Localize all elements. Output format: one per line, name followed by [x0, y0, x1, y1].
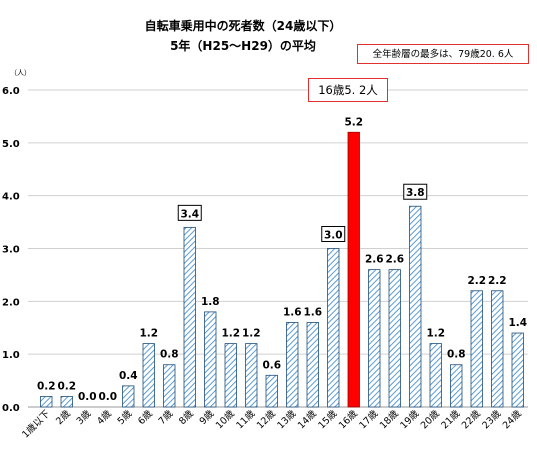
data-label-19: 1.2 — [426, 328, 445, 340]
x-tick-label-7: 8歳 — [176, 407, 196, 427]
bar-21 — [470, 290, 483, 408]
x-tick-label-1: 2歳 — [53, 407, 73, 427]
bar-4 — [122, 385, 135, 408]
x-tick-label-14: 15歳 — [316, 407, 340, 431]
bar-6 — [163, 364, 176, 408]
y-tick-label: 0.0 — [2, 403, 20, 414]
chart-title-line1: 自転車乗用中の死者数（24歳以下） — [145, 18, 342, 33]
bar-18 — [409, 205, 422, 408]
data-label-4: 0.4 — [119, 370, 138, 382]
x-tick-label-9: 10歳 — [213, 407, 237, 431]
x-tick-label-16: 17歳 — [357, 407, 381, 431]
bar-22 — [491, 290, 504, 408]
data-label-8: 1.8 — [201, 296, 220, 308]
data-label-0: 0.2 — [37, 380, 56, 392]
bar-8 — [204, 311, 217, 408]
x-tick-label-21: 22歳 — [459, 407, 483, 431]
x-tick-label-19: 20歳 — [418, 407, 442, 431]
bar-1 — [60, 396, 73, 408]
x-tick-label-2: 3歳 — [74, 407, 94, 427]
x-tick-label-17: 18歳 — [377, 407, 401, 431]
bar-19 — [429, 343, 442, 408]
overall-max-note: 全年齢層の最多は、79歳20. 6人 — [357, 44, 529, 64]
data-label-2: 0.0 — [78, 391, 97, 403]
x-tick-label-5: 6歳 — [135, 407, 155, 427]
x-tick-label-15: 16歳 — [336, 407, 360, 431]
data-label-23: 1.4 — [508, 317, 527, 329]
bar-12 — [286, 322, 299, 408]
data-label-3: 0.0 — [98, 391, 117, 403]
bar-17 — [388, 269, 401, 408]
bar-0 — [40, 396, 53, 408]
x-tick-label-3: 4歳 — [94, 407, 114, 427]
y-tick-label: 3.0 — [2, 245, 20, 256]
data-label-10: 1.2 — [242, 328, 261, 340]
y-tick-label: 1.0 — [2, 350, 20, 361]
data-label-9: 1.2 — [221, 328, 240, 340]
bar-20 — [450, 364, 463, 408]
bar-13 — [306, 322, 319, 408]
data-label-22: 2.2 — [488, 275, 507, 287]
x-tick-label-11: 12歳 — [254, 407, 278, 431]
x-tick-label-18: 19歳 — [398, 407, 422, 431]
bar-14 — [327, 248, 340, 408]
x-tick-label-22: 23歳 — [480, 407, 504, 431]
x-tick-labels: 1歳以下 2歳 3歳 4歳 5歳 6歳 7歳 8歳 9歳10歳11歳12歳13歳14歳15歳16… — [19, 407, 524, 440]
bar-15 — [347, 131, 360, 408]
y-tick-label: 5.0 — [2, 139, 20, 150]
bars — [40, 131, 524, 408]
y-tick-label: 6.0 — [2, 86, 20, 97]
data-label-14: 3.0 — [324, 230, 343, 242]
data-label-11: 0.6 — [262, 359, 281, 371]
grid-lines — [28, 89, 528, 408]
data-label-13: 1.6 — [303, 306, 322, 318]
data-label-16: 2.6 — [365, 254, 384, 266]
x-tick-label-12: 13歳 — [275, 407, 299, 431]
x-tick-label-20: 21歳 — [439, 407, 463, 431]
x-tick-label-23: 24歳 — [500, 407, 524, 431]
highlight-callout: 16歳5. 2人 — [308, 78, 388, 102]
chart-title-line2: 5年（H25～H29）の平均 — [170, 38, 316, 53]
y-tick-label: 2.0 — [2, 297, 20, 308]
bar-7 — [183, 226, 196, 408]
x-tick-label-0: 1歳以下 — [19, 408, 52, 441]
bar-5 — [142, 343, 155, 408]
data-label-5: 1.2 — [139, 328, 158, 340]
x-tick-label-10: 11歳 — [234, 407, 258, 431]
data-label-21: 2.2 — [467, 275, 486, 287]
data-label-6: 0.8 — [160, 349, 179, 361]
data-label-box — [403, 183, 428, 200]
x-tick-label-6: 7歳 — [156, 407, 176, 427]
y-tick-label: 4.0 — [2, 192, 20, 203]
data-label-1: 0.2 — [57, 380, 76, 392]
bar-16 — [368, 269, 381, 408]
x-tick-label-4: 5歳 — [115, 407, 135, 427]
bar-9 — [224, 343, 237, 408]
data-label-17: 2.6 — [385, 254, 404, 266]
data-label-12: 1.6 — [283, 306, 302, 318]
data-label-box — [321, 226, 346, 242]
bar-11 — [265, 374, 278, 408]
bar-10 — [245, 343, 258, 408]
data-label-7: 3.4 — [180, 208, 199, 220]
bar-23 — [511, 332, 524, 408]
data-label-20: 0.8 — [447, 349, 466, 361]
y-axis-label: （人） — [10, 69, 31, 77]
data-label-box — [177, 204, 202, 221]
data-label-18: 3.8 — [406, 187, 425, 199]
data-label-15: 5.2 — [344, 116, 363, 128]
x-tick-label-13: 14歳 — [295, 407, 319, 431]
data-labels: 0.2 0.20.0 0.00.41.20.83.41.81.2 1.20.61.6 1… — [37, 116, 527, 403]
y-tick-labels: 0.0 1.0 2.0 3.0 4.0 5.0 6.0 — [2, 86, 20, 414]
